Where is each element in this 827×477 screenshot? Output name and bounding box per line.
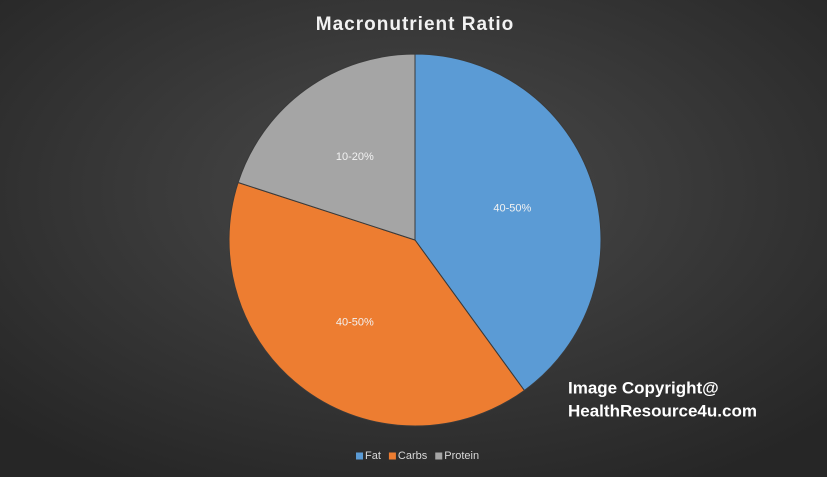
legend-label: Fat [365,450,381,462]
legend-swatch [388,452,396,460]
data-label: 40-50% [336,317,374,329]
annotation: HealthResource4u.com [568,401,757,420]
annotation: Image Copyright@ [568,378,719,397]
pie-slice [228,181,526,427]
legend-label: Protein [444,450,479,462]
data-label: 10-20% [336,151,374,163]
legend-swatch [435,452,443,460]
pie-slice [237,53,416,241]
legend-swatch [356,452,363,460]
legend-label: Carbs [398,450,428,462]
data-label: 40-50% [493,202,531,214]
chart-title: Macronutrient Ratio [316,14,514,35]
pie-slice [414,53,602,392]
